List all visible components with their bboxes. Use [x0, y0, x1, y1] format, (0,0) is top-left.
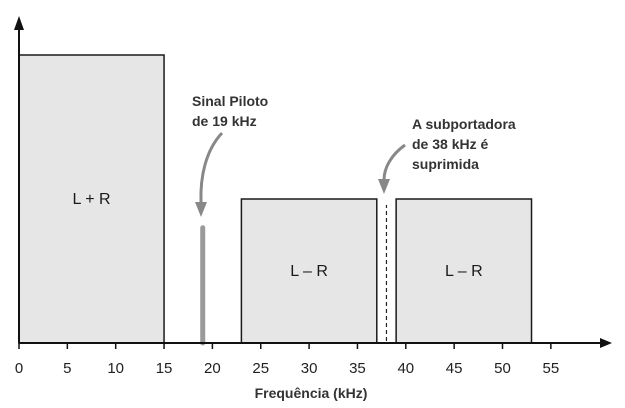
x-tick-label: 5 — [63, 360, 71, 377]
x-tick-label: 35 — [349, 360, 366, 377]
annotations: Sinal Piloto de 19 kHz A subportadora de 38… — [192, 93, 516, 217]
x-tick-label: 55 — [543, 360, 560, 377]
spectrum-blocks: L + R L – R L – R — [18, 54, 533, 344]
block-label: L – R — [290, 263, 328, 280]
x-tick-label: 25 — [252, 360, 269, 377]
x-axis-arrowhead — [600, 338, 612, 348]
x-ticks: 0 5 10 15 20 25 30 35 40 45 50 55 — [15, 343, 559, 377]
spectrum-block — [240, 198, 378, 344]
x-tick-label: 45 — [446, 360, 463, 377]
spectrum-block — [18, 54, 165, 344]
x-tick-label: 50 — [494, 360, 511, 377]
x-tick-label: 30 — [301, 360, 318, 377]
annotation-line: de 38 kHz é — [412, 136, 488, 152]
spectrum-block — [395, 198, 533, 344]
annotation-line: Sinal Piloto — [192, 93, 268, 109]
block-label: L – R — [445, 263, 483, 280]
annotation-line: suprimida — [412, 156, 479, 172]
x-axis-label: Frequência (kHz) — [255, 385, 368, 401]
x-tick-label: 20 — [204, 360, 221, 377]
annotation-carrier: A subportadora de 38 kHz é suprimida — [412, 116, 516, 172]
x-tick-label: 0 — [15, 360, 23, 377]
annotation-line: A subportadora — [412, 116, 516, 132]
x-tick-label: 10 — [107, 360, 124, 377]
pilot-arrowhead — [195, 202, 207, 217]
x-tick-label: 40 — [397, 360, 414, 377]
carrier-arrowhead — [378, 179, 390, 194]
x-tick-label: 15 — [156, 360, 173, 377]
carrier-arrow — [382, 143, 406, 181]
annotation-pilot: Sinal Piloto de 19 kHz — [192, 93, 268, 129]
block-label: L + R — [72, 191, 110, 208]
pilot-arrow — [199, 131, 224, 204]
annotation-line: de 19 kHz — [192, 113, 257, 129]
y-axis-arrowhead — [14, 16, 24, 30]
